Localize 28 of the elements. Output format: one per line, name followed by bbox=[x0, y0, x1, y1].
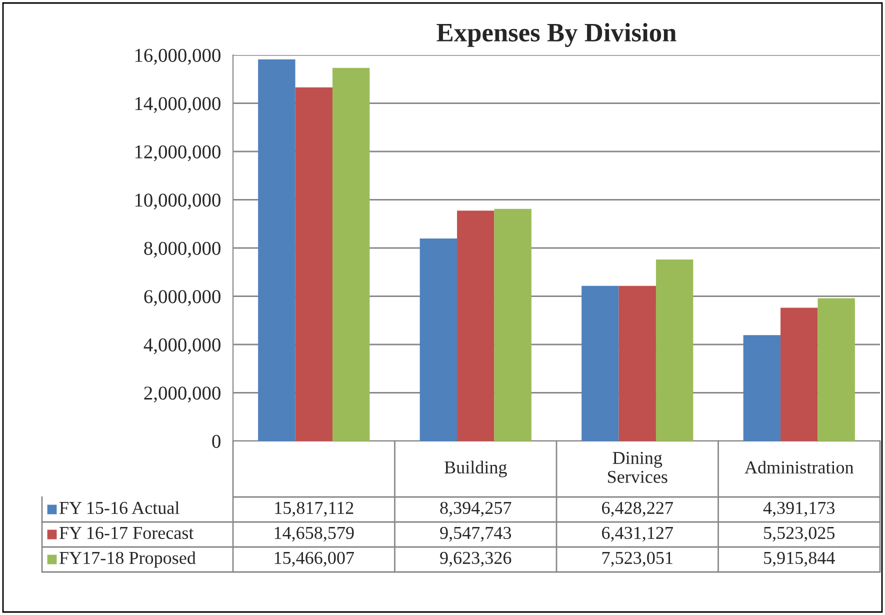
data-label: 9,547,743 bbox=[440, 526, 512, 542]
y-tick-label: 10,000,000 bbox=[135, 194, 220, 210]
x-tick-label: Administration bbox=[744, 460, 854, 474]
data-label: 5,523,025 bbox=[764, 526, 835, 542]
y-tick-label: 4,000,000 bbox=[144, 338, 220, 354]
y-tick-label: 2,000,000 bbox=[144, 386, 220, 402]
data-label: 15,817,112 bbox=[275, 502, 354, 517]
data-label: 6,428,227 bbox=[602, 502, 673, 517]
data-label: 14,658,579 bbox=[274, 526, 354, 542]
legend-label: FY 15-16 Actual bbox=[60, 501, 180, 514]
chart-title: Expenses By Division bbox=[436, 22, 676, 48]
data-label: 6,431,127 bbox=[602, 526, 673, 542]
data-label: 7,523,051 bbox=[602, 552, 672, 567]
data-label: 15,466,007 bbox=[274, 552, 354, 567]
legend-label: FY17-18 Proposed bbox=[60, 551, 196, 568]
x-tick-label: Building bbox=[444, 460, 507, 478]
data-label: 8,394,257 bbox=[440, 502, 512, 517]
y-tick-label: 16,000,000 bbox=[135, 48, 220, 65]
x-tick-label: Dining Services bbox=[608, 452, 668, 483]
y-tick-label: 14,000,000 bbox=[135, 97, 220, 113]
y-tick-label: 6,000,000 bbox=[144, 290, 220, 306]
legend-label: FY 16-17 Forecast bbox=[60, 526, 194, 540]
y-tick-label: 0 bbox=[212, 434, 220, 448]
data-label: 9,623,326 bbox=[440, 552, 512, 567]
data-label: 5,915,844 bbox=[764, 552, 835, 567]
y-tick-label: 12,000,000 bbox=[135, 145, 220, 162]
data-label: 4,391,173 bbox=[763, 502, 835, 517]
y-tick-label: 8,000,000 bbox=[144, 242, 220, 258]
